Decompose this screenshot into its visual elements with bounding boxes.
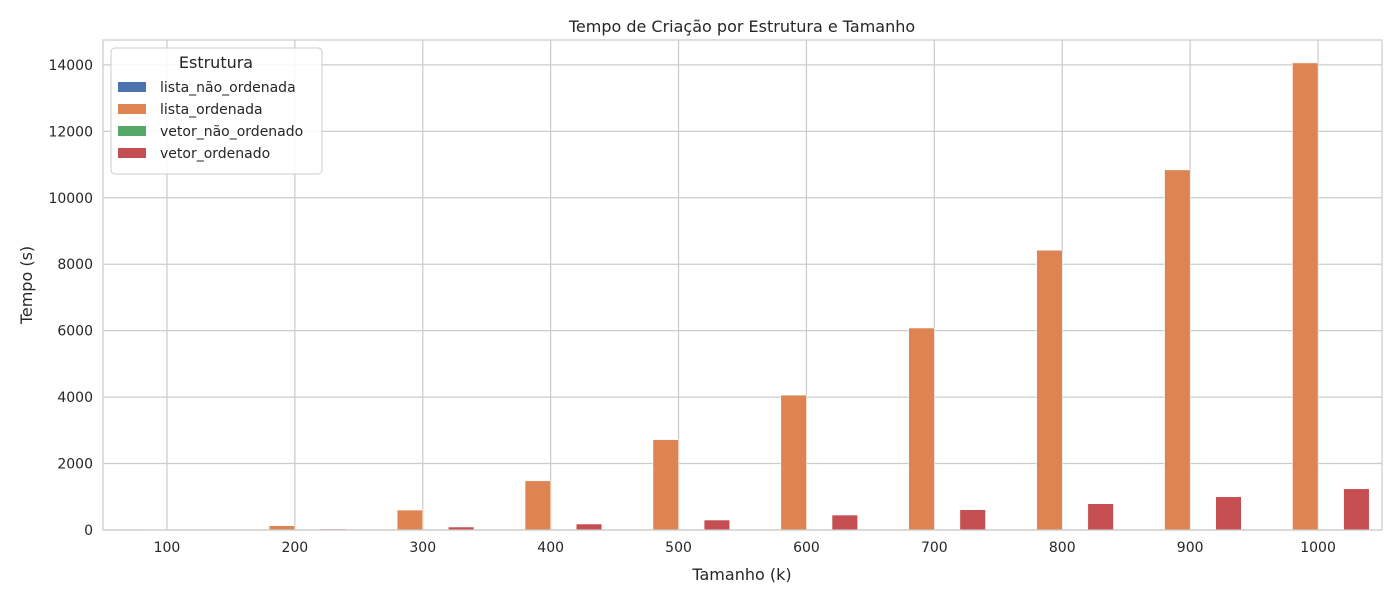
y-tick-label: 6000 (57, 324, 93, 340)
y-tick-label: 4000 (57, 390, 93, 406)
x-tick-label: 400 (537, 540, 564, 556)
legend-swatch (118, 82, 146, 92)
bar-vetor_ordenado-900 (1215, 496, 1242, 531)
x-tick-label: 100 (154, 540, 181, 556)
x-tick-label: 200 (281, 540, 308, 556)
bar-vetor_ordenado-400 (575, 523, 603, 531)
legend-entry: lista_não_ordenada (160, 80, 296, 96)
bar-lista_ordenada-300 (396, 509, 424, 531)
x-tick-label: 800 (1049, 540, 1076, 556)
bar-vetor_ordenado-500 (703, 519, 730, 531)
plot-frame (102, 39, 1383, 531)
legend-swatch (118, 126, 146, 136)
tick-labels: 0 2000 4000 6000 8000 10000 12000 14000 100 200 30… (48, 58, 1335, 556)
bar-lista_ordenada-600 (780, 394, 807, 531)
x-tick-label: 600 (793, 540, 820, 556)
y-tick-label: 12000 (48, 124, 93, 140)
bar-lista_ordenada-700 (908, 327, 935, 531)
bar-vetor_ordenado-800 (1087, 503, 1114, 531)
legend-swatch (118, 148, 146, 158)
x-tick-label: 900 (1177, 540, 1204, 556)
x-tick-label: 1000 (1300, 540, 1336, 556)
y-tick-label: 8000 (57, 257, 93, 273)
bar-lista_ordenada-800 (1036, 250, 1063, 531)
bar-vetor_ordenado-600 (831, 514, 858, 531)
bar-lista_ordenada-900 (1164, 169, 1191, 531)
y-tick-label: 10000 (48, 191, 93, 207)
x-tick-label: 500 (665, 540, 692, 556)
legend: Estrutura lista_não_ordenada lista_ordena… (110, 47, 323, 175)
legend-entry: vetor_ordenado (160, 146, 270, 162)
x-tick-label: 300 (409, 540, 436, 556)
y-tick-label: 2000 (57, 457, 93, 473)
bar-lista_ordenada-400 (524, 480, 551, 531)
y-axis-label: Tempo (s) (17, 246, 36, 325)
bar-vetor_ordenado-1000 (1343, 488, 1370, 531)
bar-lista_ordenada-200 (269, 525, 296, 531)
x-axis-label: Tamanho (k) (691, 565, 791, 584)
legend-title: Estrutura (179, 53, 253, 72)
bar-vetor_ordenado-700 (959, 509, 986, 531)
legend-entry: vetor_não_ordenado (160, 124, 303, 140)
chart-title: Tempo de Criação por Estrutura e Tamanho (568, 17, 915, 36)
bars (141, 62, 1370, 531)
bar-lista_ordenada-1000 (1292, 62, 1319, 531)
legend-entry: lista_ordenada (160, 102, 263, 118)
legend-swatch (118, 104, 146, 114)
bar-lista_ordenada-500 (652, 439, 679, 531)
y-tick-label: 14000 (48, 58, 93, 74)
legend-box (110, 47, 323, 175)
y-tick-label: 0 (84, 523, 93, 539)
x-tick-label: 700 (921, 540, 948, 556)
